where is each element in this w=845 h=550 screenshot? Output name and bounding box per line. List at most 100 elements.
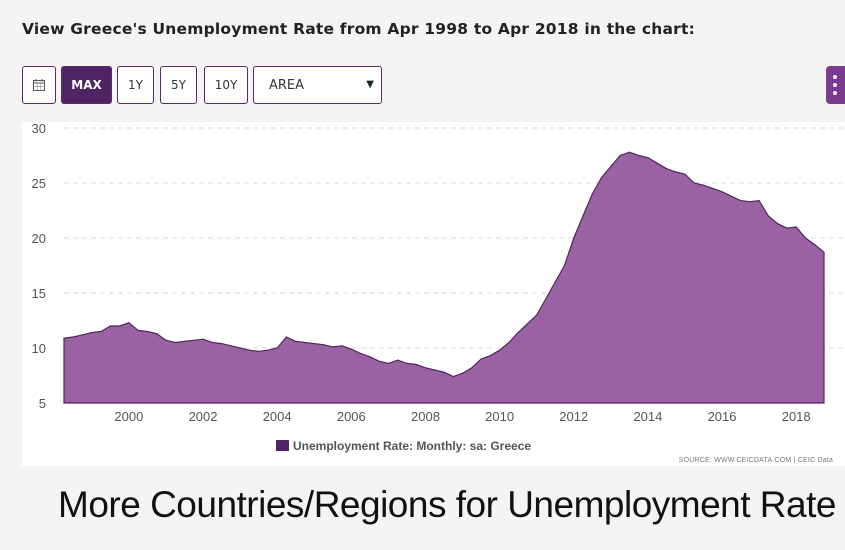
chart-type-value: AREA	[269, 77, 305, 93]
y-tick-label: 20	[32, 231, 46, 246]
data-point	[415, 363, 417, 366]
y-tick-label: 10	[32, 341, 46, 356]
y-tick-label: 25	[32, 176, 46, 191]
data-point	[406, 362, 408, 364]
data-point	[424, 367, 427, 369]
calendar-icon	[33, 79, 45, 91]
chart-heading: View Greece's Unemployment Rate from Apr…	[22, 20, 695, 38]
more-countries-title: More Countries/Regions for Unemployment …	[58, 484, 836, 525]
data-point	[72, 336, 74, 338]
data-point	[165, 339, 167, 341]
x-tick-label: 2010	[485, 409, 514, 424]
x-tick-label: 2014	[633, 409, 662, 424]
data-point	[452, 376, 454, 378]
y-tick-label: 5	[39, 396, 46, 411]
data-point	[378, 360, 380, 362]
data-point	[350, 348, 352, 350]
data-point	[712, 187, 714, 190]
data-point	[740, 200, 742, 202]
data-point	[730, 195, 732, 197]
data-point	[749, 201, 751, 203]
data-point	[295, 340, 297, 342]
data-point	[461, 372, 464, 374]
data-point	[684, 173, 686, 175]
data-point	[647, 157, 649, 159]
data-point	[526, 323, 528, 325]
data-point	[313, 343, 315, 345]
data-point	[221, 343, 223, 345]
data-point	[183, 340, 186, 342]
data-point	[434, 369, 436, 371]
x-tick-label: 2002	[189, 409, 218, 424]
data-point	[758, 200, 760, 202]
data-point	[777, 223, 779, 225]
data-point	[693, 182, 695, 184]
data-point	[360, 352, 362, 355]
data-point	[536, 314, 538, 316]
area-chart: 30 25 20 15 10 5 2000 2002 2004 2006 2008 2010 2012…	[32, 121, 845, 453]
area-series-greece	[63, 151, 825, 404]
range-max-button[interactable]: MAX	[61, 66, 112, 104]
x-tick-label: 2006	[337, 409, 366, 424]
source-credit: SOURCE: WWW.CEICDATA.COM | CEIC Data	[678, 457, 833, 464]
data-point	[248, 349, 250, 351]
data-point	[675, 171, 677, 173]
data-point	[823, 251, 825, 253]
data-point	[638, 154, 640, 157]
vertical-dots-icon	[833, 75, 837, 79]
data-point	[656, 162, 658, 164]
data-point	[554, 281, 556, 283]
data-point	[665, 168, 668, 170]
data-point	[258, 350, 260, 352]
data-point	[267, 349, 269, 351]
calendar-button[interactable]	[22, 66, 56, 104]
range-5y-button[interactable]: 5Y	[160, 66, 197, 104]
data-point	[341, 345, 343, 347]
y-tick-label: 30	[32, 122, 46, 136]
data-point	[814, 244, 816, 246]
dropdown-arrow-icon: ▼	[366, 79, 374, 90]
x-tick-label: 2008	[411, 409, 440, 424]
data-point	[276, 347, 278, 349]
data-point	[119, 325, 121, 327]
data-point	[591, 193, 593, 195]
range-1y-button[interactable]: 1Y	[117, 66, 154, 104]
chart-type-select[interactable]: AREA ▼	[253, 66, 382, 104]
data-point	[619, 154, 621, 157]
data-point	[369, 356, 371, 358]
data-point	[100, 330, 102, 333]
data-point	[137, 329, 139, 331]
data-point	[786, 227, 788, 229]
data-point	[322, 344, 325, 346]
data-point	[489, 355, 491, 357]
data-point	[443, 371, 445, 373]
data-point	[332, 346, 334, 348]
data-point	[239, 347, 241, 349]
data-point	[582, 215, 584, 217]
data-point	[174, 341, 176, 344]
x-tick-label: 2000	[114, 409, 143, 424]
data-point	[471, 367, 473, 369]
data-point	[499, 349, 501, 351]
legend-swatch	[276, 440, 289, 451]
data-point	[91, 332, 93, 334]
data-point	[211, 341, 213, 344]
x-tick-label: 2018	[782, 409, 811, 424]
data-point	[81, 334, 84, 336]
data-point	[109, 325, 111, 327]
data-point	[767, 215, 770, 217]
range-10y-button[interactable]: 10Y	[204, 66, 248, 104]
y-tick-label: 15	[32, 286, 46, 301]
data-point	[146, 330, 148, 333]
x-tick-label: 2004	[263, 409, 292, 424]
legend-label[interactable]: Unemployment Rate: Monthly: sa: Greece	[293, 439, 531, 453]
x-tick-label: 2016	[708, 409, 737, 424]
chart-menu-button[interactable]	[826, 66, 845, 104]
data-point	[563, 264, 566, 267]
data-point	[397, 359, 399, 361]
data-point	[508, 341, 510, 344]
data-point	[63, 337, 65, 339]
data-point	[387, 362, 389, 364]
data-point	[517, 332, 519, 334]
data-point	[285, 336, 287, 338]
